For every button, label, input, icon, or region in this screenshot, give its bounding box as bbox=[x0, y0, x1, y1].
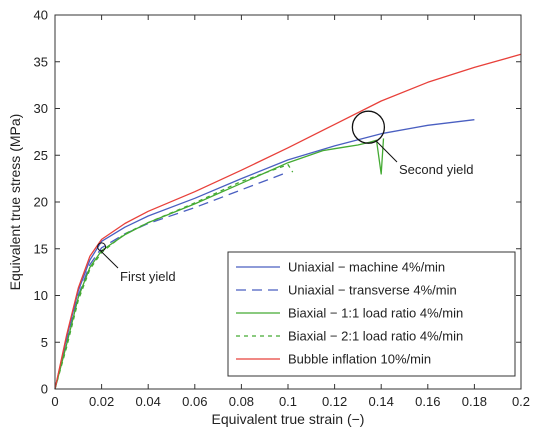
x-tick-label: 0.06 bbox=[182, 394, 207, 409]
x-tick-label: 0.1 bbox=[279, 394, 297, 409]
y-tick-label: 0 bbox=[41, 382, 48, 397]
y-tick-label: 10 bbox=[34, 288, 48, 303]
y-tick-label: 5 bbox=[41, 335, 48, 350]
second-yield-leader bbox=[376, 140, 398, 163]
x-tick-label: 0.02 bbox=[89, 394, 114, 409]
series-line-1 bbox=[54, 119, 475, 390]
y-tick-label: 30 bbox=[34, 101, 48, 116]
legend: Uniaxial − machine 4%/min Uniaxial − tran… bbox=[227, 251, 516, 377]
x-tick-label: 0.04 bbox=[136, 394, 161, 409]
legend-box bbox=[227, 251, 516, 377]
ticks-layer: 0 0.02 0.04 0.06 0.08 0.1 0.12 0.14 0.16 0.18 0.2 0… bbox=[34, 8, 531, 410]
x-tick-label: 0 bbox=[51, 394, 58, 409]
legend-label-4: Biaxial − 2:1 load ratio 4%/min bbox=[288, 329, 463, 344]
series-line-5 bbox=[54, 53, 522, 390]
y-tick-label: 40 bbox=[34, 8, 48, 23]
y-axis-label: Equivalent true stress (MPa) bbox=[7, 114, 23, 291]
legend-label-3: Biaxial − 1:1 load ratio 4%/min bbox=[288, 306, 463, 321]
x-tick-label: 0.14 bbox=[369, 394, 394, 409]
legend-label-5: Bubble inflation 10%/min bbox=[288, 352, 431, 367]
y-tick-label: 15 bbox=[34, 241, 48, 256]
series-line-3 bbox=[54, 138, 385, 390]
first-yield-leader bbox=[100, 250, 119, 269]
x-tick-label: 0.18 bbox=[462, 394, 487, 409]
x-tick-label: 0.12 bbox=[322, 394, 347, 409]
legend-label-2: Uniaxial − transverse 4%/min bbox=[288, 283, 457, 298]
x-axis-label: Equivalent true strain (−) bbox=[212, 411, 365, 427]
x-tick-label: 0.2 bbox=[512, 394, 530, 409]
y-tick-label: 35 bbox=[34, 54, 48, 69]
x-tick-label: 0.16 bbox=[415, 394, 440, 409]
y-tick-label: 25 bbox=[34, 148, 48, 163]
legend-label-1: Uniaxial − machine 4%/min bbox=[288, 260, 445, 275]
second-yield-label: Second yield bbox=[399, 162, 473, 177]
first-yield-label: First yield bbox=[120, 269, 176, 284]
first-yield-marker bbox=[97, 242, 107, 252]
series-layer bbox=[54, 53, 522, 390]
series-line-4 bbox=[54, 163, 294, 390]
annotation-layer: First yield Second yield bbox=[97, 110, 473, 284]
x-tick-label: 0.08 bbox=[229, 394, 254, 409]
y-tick-label: 20 bbox=[34, 195, 48, 210]
second-yield-marker bbox=[351, 110, 386, 144]
